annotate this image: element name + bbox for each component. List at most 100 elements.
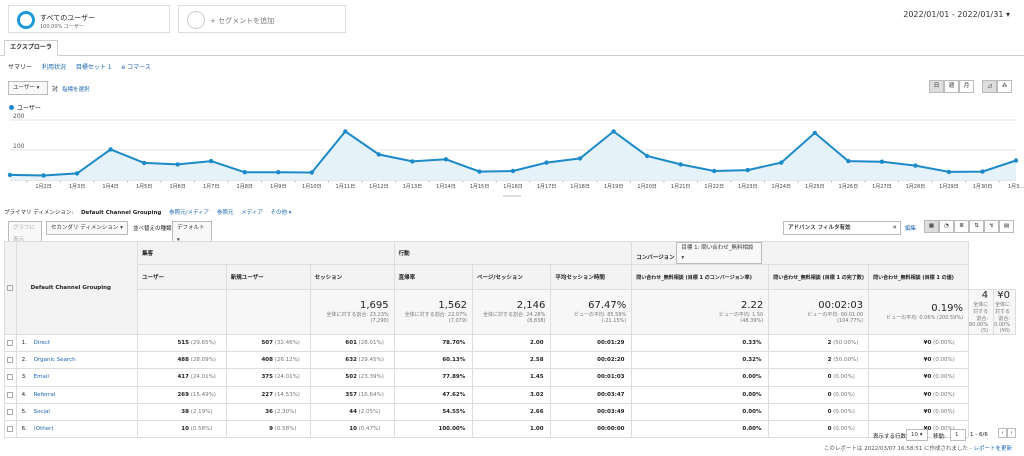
column-header[interactable]: 問い合わせ_無料相談 (目標 1 の完了数) <box>768 264 870 290</box>
primary-dimension-bar: プライマリ ディメンション: Default Channel Grouping … <box>4 208 297 216</box>
line-chart-icon[interactable]: ◿ <box>982 80 997 93</box>
tab-explorer[interactable]: エクスプローラ <box>4 40 58 56</box>
channel-link[interactable]: Social <box>33 408 50 415</box>
select-metric-link[interactable]: 指標を選択 <box>62 87 90 93</box>
channel-link[interactable]: Direct <box>33 340 51 347</box>
subtab-usage[interactable]: 利用状況 <box>41 64 66 71</box>
channel-link[interactable]: Email <box>33 374 49 381</box>
data-point[interactable] <box>980 169 985 174</box>
goto-input[interactable]: 1 <box>950 429 966 441</box>
next-page-icon[interactable]: › <box>1007 428 1016 438</box>
dim-link-source-medium[interactable]: 参照元/メディア <box>169 210 210 216</box>
row-checkbox[interactable] <box>7 408 14 415</box>
period-week-button[interactable]: 週 <box>944 80 959 93</box>
motion-chart-icon[interactable]: ⁂ <box>997 80 1012 93</box>
data-point[interactable] <box>678 162 683 167</box>
channel-link[interactable]: (Other) <box>33 426 54 433</box>
data-point[interactable] <box>108 147 113 152</box>
subtab-goal-set[interactable]: 目標セット 1 <box>75 64 112 71</box>
data-point[interactable] <box>846 158 851 164</box>
data-point[interactable] <box>74 171 80 176</box>
comparison-view-icon[interactable]: ⇅ <box>969 220 984 233</box>
data-point[interactable] <box>712 168 717 174</box>
data-point[interactable] <box>946 169 952 175</box>
column-header[interactable]: 直帰率 <box>393 264 474 290</box>
rows-select[interactable]: 10 ▾ <box>906 429 928 441</box>
column-header[interactable]: ページ/セッション <box>471 264 552 290</box>
data-point[interactable] <box>276 170 281 175</box>
data-point[interactable] <box>477 169 482 174</box>
data-point[interactable] <box>745 167 750 173</box>
column-header[interactable]: 新規ユーザー <box>225 264 311 290</box>
row-cell: ¥0 (0.00%) <box>868 351 970 370</box>
metric-select[interactable]: ユーザー ▾ <box>8 81 48 95</box>
rows-label: 表示する行数: <box>873 434 908 440</box>
data-point[interactable] <box>309 170 314 175</box>
data-point[interactable] <box>41 173 46 178</box>
data-point[interactable] <box>510 168 516 174</box>
period-month-button[interactable]: 月 <box>959 80 974 93</box>
segment-all-users[interactable]: すべてのユーザー 100.00% ユーザー <box>8 5 170 33</box>
column-header[interactable]: セッション <box>309 264 395 290</box>
subtab-summary[interactable]: サマリー <box>8 64 33 71</box>
edit-filter-link[interactable]: 編集 <box>905 226 917 232</box>
data-point[interactable] <box>611 129 616 134</box>
select-all-checkbox[interactable] <box>7 285 14 291</box>
subtab-ecommerce[interactable]: e コマース <box>121 64 151 71</box>
goal-select[interactable]: 目標 1: 問い合わせ_無料相談 ▾ <box>676 242 763 264</box>
row-checkbox[interactable] <box>7 340 14 347</box>
channel-link[interactable]: Referral <box>33 391 56 398</box>
column-header[interactable]: 問い合わせ_無料相談 (目標 1 の値) <box>868 264 970 290</box>
cell-value: 0.00% <box>742 426 762 433</box>
dim-link-more[interactable]: その他 ▾ <box>270 210 292 216</box>
period-day-button[interactable]: 日 <box>929 80 944 93</box>
data-point[interactable] <box>376 152 382 157</box>
cell-pct: (15.49%) <box>190 391 216 398</box>
advanced-filter-input[interactable]: アドバンス フィルタ有効 ✕ <box>783 221 901 235</box>
data-point[interactable] <box>1013 158 1019 163</box>
total-sub: ビューの平均: 00:01:00 <box>807 312 864 318</box>
term-cloud-icon[interactable]: ↯ <box>984 220 999 233</box>
row-checkbox[interactable] <box>7 357 14 364</box>
column-header[interactable]: 問い合わせ_無料相談 (目標 1 のコンバージョン率) <box>631 264 770 290</box>
data-point[interactable] <box>141 160 147 166</box>
row-checkbox[interactable] <box>7 391 14 398</box>
secondary-dimension-select[interactable]: セカンダリ ディメンション ▾ <box>46 221 128 235</box>
dim-link-medium[interactable]: メディア <box>241 210 263 216</box>
pivot-view-icon[interactable]: ▤ <box>999 220 1014 233</box>
data-point[interactable] <box>812 130 817 136</box>
row-checkbox[interactable] <box>7 426 14 433</box>
clear-filter-icon[interactable]: ✕ <box>892 225 897 231</box>
dimension-header[interactable]: Default Channel Grouping <box>15 241 139 335</box>
data-point[interactable] <box>443 157 449 162</box>
data-point[interactable] <box>644 153 650 159</box>
row-checkbox[interactable] <box>7 374 14 381</box>
column-header[interactable]: ユーザー <box>137 264 227 290</box>
table-view-icon[interactable]: ▦ <box>924 220 939 233</box>
data-point[interactable] <box>7 172 13 178</box>
data-point[interactable] <box>913 163 918 168</box>
data-point[interactable] <box>175 162 180 167</box>
data-point[interactable] <box>242 170 247 175</box>
data-point[interactable] <box>209 158 214 164</box>
primary-dimension-current: Default Channel Grouping <box>80 210 162 216</box>
dim-link-source[interactable]: 参照元 <box>216 210 234 216</box>
prev-page-icon[interactable]: ‹ <box>998 428 1007 438</box>
data-point[interactable] <box>410 159 415 164</box>
date-range[interactable]: 2022/01/01 - 2022/01/31 ▾ <box>903 10 1010 19</box>
add-segment[interactable]: + セグメントを追加 <box>178 5 346 33</box>
pie-view-icon[interactable]: ◔ <box>939 220 954 233</box>
data-point[interactable] <box>577 156 583 161</box>
data-point[interactable] <box>779 160 784 165</box>
channel-link[interactable]: Organic Search <box>33 357 76 364</box>
cell-pct: (2.05%) <box>358 408 381 415</box>
refresh-report-link[interactable]: レポートを更新 <box>973 446 1012 452</box>
data-point[interactable] <box>544 160 549 165</box>
total-value: 67.47% <box>588 300 627 311</box>
total-sub2: (104.77%) <box>836 318 864 324</box>
data-point[interactable] <box>879 159 885 164</box>
cell-value: 2.58 <box>530 357 544 364</box>
performance-view-icon[interactable]: ≣ <box>954 220 969 233</box>
data-point[interactable] <box>343 129 348 134</box>
column-header[interactable]: 平均セッション時間 <box>550 264 633 290</box>
